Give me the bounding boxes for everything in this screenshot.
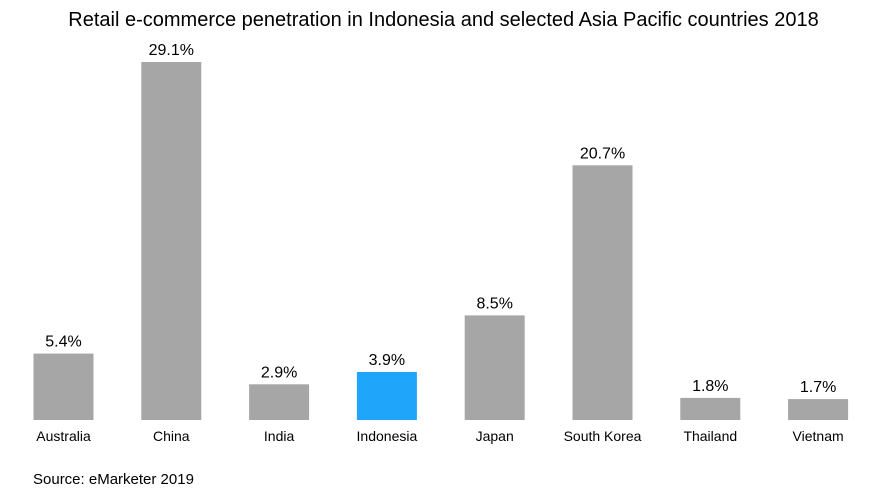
value-label-thailand: 1.8%	[692, 378, 728, 395]
category-labels-layer: Australia China India Indonesia Japan South K…	[36, 428, 843, 444]
bar-china	[141, 62, 202, 420]
category-label-china: China	[153, 428, 190, 444]
value-label-south-korea: 20.7%	[580, 145, 625, 162]
bar-indonesia	[356, 372, 417, 420]
bar-japan	[464, 315, 525, 420]
bars-layer	[33, 62, 849, 420]
bar-vietnam	[788, 399, 849, 420]
bar-south-korea	[572, 165, 633, 420]
category-label-indonesia: Indonesia	[357, 428, 418, 444]
value-label-indonesia: 3.9%	[369, 352, 405, 369]
bar-thailand	[680, 397, 741, 420]
source-note: Source: eMarketer 2019	[33, 471, 194, 488]
bar-india	[249, 384, 310, 420]
category-label-thailand: Thailand	[683, 428, 737, 444]
category-label-south-korea: South Korea	[564, 428, 642, 444]
value-labels-layer: 5.4% 29.1% 2.9% 3.9% 8.5% 20.7% 1.8% 1.7%	[45, 42, 836, 396]
chart-title: Retail e-commerce penetration in Indones…	[68, 9, 819, 31]
value-label-china: 29.1%	[149, 42, 194, 59]
value-label-india: 2.9%	[261, 364, 297, 381]
category-label-vietnam: Vietnam	[793, 428, 844, 444]
category-label-australia: Australia	[36, 428, 91, 444]
bar-australia	[33, 353, 94, 420]
value-label-japan: 8.5%	[476, 295, 512, 312]
category-label-japan: Japan	[476, 428, 514, 444]
value-label-vietnam: 1.7%	[800, 379, 836, 396]
category-label-india: India	[264, 428, 295, 444]
value-label-australia: 5.4%	[45, 334, 81, 351]
